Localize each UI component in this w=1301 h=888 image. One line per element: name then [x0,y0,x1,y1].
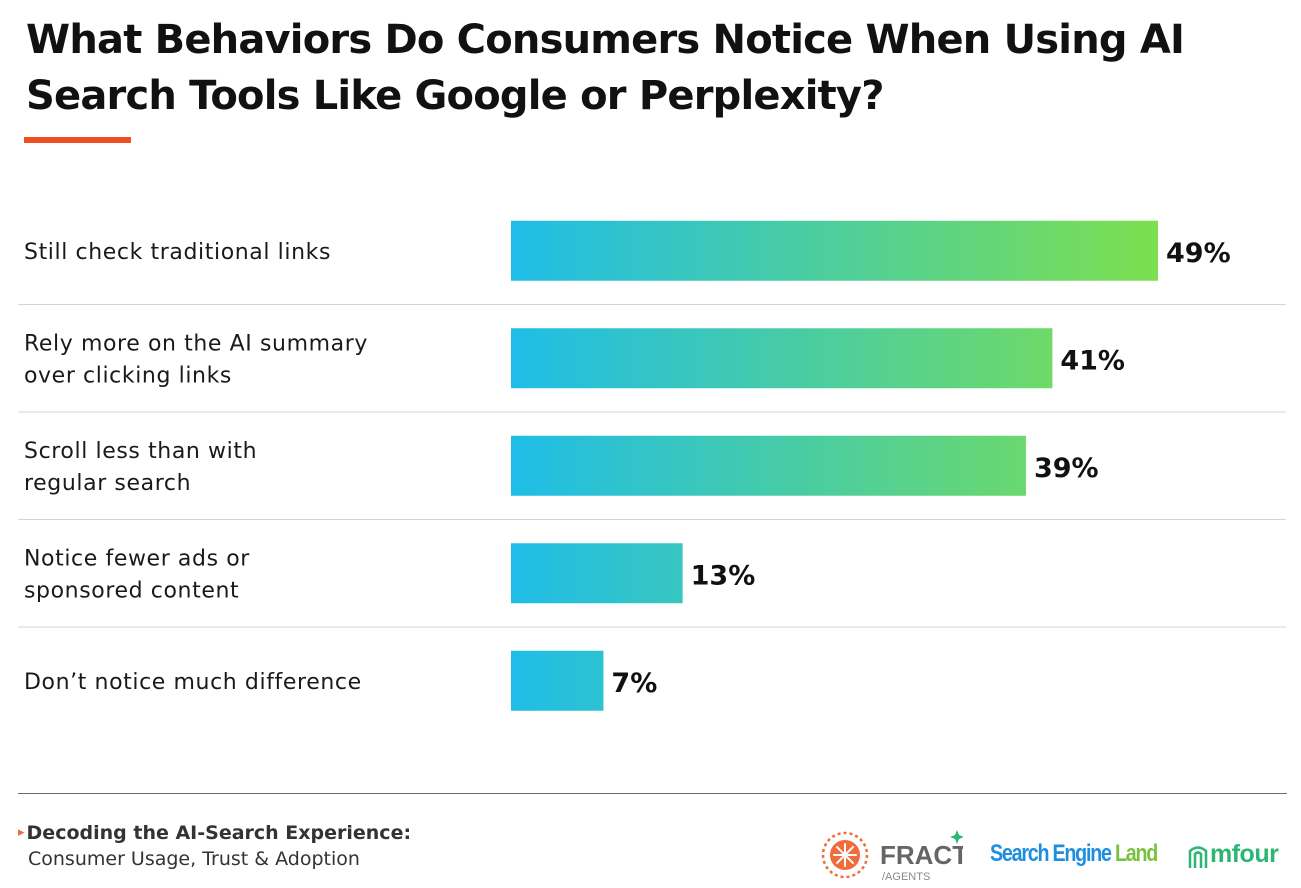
sel-word-land: Land [1114,840,1158,867]
bar [511,220,1158,281]
report-subtitle: Consumer Usage, Trust & Adoption [28,848,360,870]
value-label: 7% [611,668,657,699]
value-label: 39% [1034,453,1099,484]
category-label: Rely more on the AI summary over clicking… [24,331,368,388]
chart-title: What Behaviors Do Consumers Notice When … [26,17,1185,119]
category-label: Still check traditional links [24,240,331,265]
bullet-arrow-icon: ▸ [18,825,25,840]
fractl-logo: FRACTL /AGENTS [821,830,963,882]
category-label: Scroll less than with regular search [24,439,257,496]
mfour-arch-icon [1188,846,1208,868]
fractl-wordmark: FRACTL [880,840,963,870]
fractl-snowflake-icon [821,830,963,879]
mfour-logo: mfour [1188,840,1288,870]
bar-chart: 49% Still check traditional links 41% Rely … [18,220,1286,711]
value-label: 13% [691,560,756,591]
bar [511,543,683,604]
value-label: 49% [1166,238,1231,269]
sel-word-search-engine: Search Engine [990,840,1112,867]
bar [511,328,1053,389]
title-accent-underline [24,137,131,143]
search-engine-land-logo: Search Engine Land [990,840,1158,868]
bar [511,650,604,711]
fractl-agents-label: /AGENTS [882,871,930,882]
footer-report-title: ▸ Decoding the AI-Search Experience: Cons… [18,820,411,872]
bar [511,435,1026,496]
mfour-wordmark: mfour [1210,840,1279,868]
category-label: Don’t notice much difference [24,670,362,695]
footer-divider [18,793,1287,794]
report-title: Decoding the AI-Search Experience: [26,822,412,844]
category-label: Notice fewer ads or sponsored content [24,546,250,603]
value-label: 41% [1060,345,1125,376]
